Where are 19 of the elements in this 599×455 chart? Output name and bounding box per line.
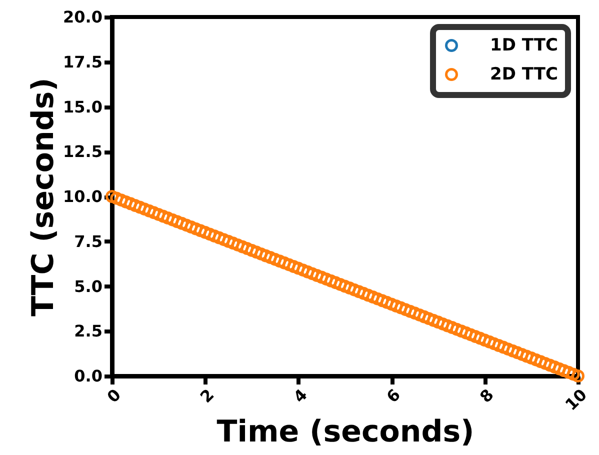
y-tick-label: 0.0	[74, 366, 102, 386]
y-tick-label: 20.0	[63, 8, 102, 26]
y-tick-label: 12.5	[63, 142, 102, 162]
legend-label: 2D TTC	[490, 64, 558, 84]
x-tick-label: 6	[382, 385, 404, 406]
x-tick-label: 0	[103, 385, 125, 406]
y-tick-label: 10.0	[63, 187, 102, 206]
legend-label: 1D TTC	[490, 36, 558, 56]
y-tick-label: 5.0	[74, 276, 102, 296]
y-tick-label: 15.0	[63, 97, 102, 116]
x-tick-label: 10	[561, 385, 591, 414]
y-tick-label: 17.5	[63, 52, 102, 72]
x-tick-label: 4	[290, 385, 311, 406]
x-tick-label: 8	[476, 385, 498, 406]
y-axis-title: TTC (seconds)	[26, 78, 62, 316]
x-tick-label: 2	[196, 385, 218, 406]
x-axis-title: Time (seconds)	[216, 414, 474, 450]
y-tick-label: 2.5	[74, 322, 102, 341]
y-tick-label: 7.5	[74, 232, 102, 251]
